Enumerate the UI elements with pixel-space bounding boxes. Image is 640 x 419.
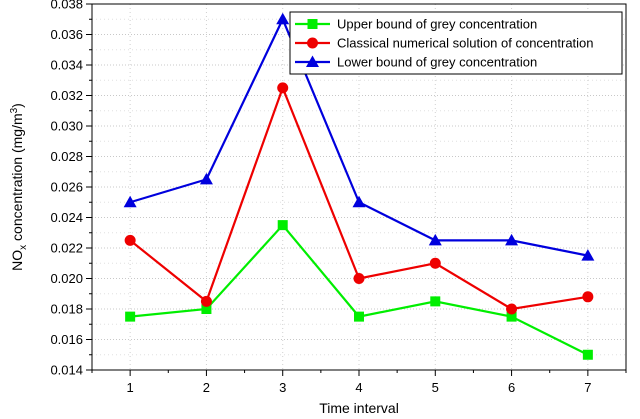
data-point [505,233,519,246]
legend-marker [306,55,319,67]
series-triangle [123,12,595,261]
series-square [125,220,593,360]
data-point [506,303,518,315]
data-point [430,296,441,307]
y-axis-title-main: NO [9,250,25,271]
data-point [276,12,290,25]
data-point [277,82,289,94]
legend-label: Lower bound of grey concentration [337,55,537,70]
x-tick-label: 3 [279,380,286,395]
data-point [582,349,593,360]
y-axis-title-end: ) [9,103,25,108]
data-point [125,311,136,322]
series-layer [123,12,595,360]
y-tick-label: 0.036 [50,27,83,42]
y-axis-title-sub: x [18,245,29,250]
data-point [354,311,364,322]
legend-box [289,11,623,75]
y-tick-label: 0.024 [50,210,83,225]
data-point [581,249,595,261]
data-point [353,273,365,284]
y-tick-label: 0.030 [50,119,83,134]
data-point [352,195,366,208]
x-tick-label: 6 [508,380,515,395]
legend-marker [307,19,318,29]
y-tick-label: 0.034 [50,58,83,73]
data-point [277,220,288,231]
data-point [199,172,213,185]
y-tick-label: 0.018 [50,302,83,317]
y-tick-label: 0.028 [50,149,83,164]
x-tick-label: 7 [584,380,591,395]
axis-ticks: 0.014 0.016 0.018 0.020 0.022 0.024 0.026 0.028… [50,0,627,395]
x-tick-label: 4 [355,380,362,395]
data-point [582,291,594,303]
legend: Upper bound of grey concentration Classic… [289,11,623,75]
data-point [429,257,441,269]
y-tick-label: 0.022 [50,241,83,256]
y-tick-label: 0.020 [50,271,83,286]
x-tick-label: 2 [203,380,210,395]
y-tick-label: 0.032 [50,88,83,103]
x-tick-label: 5 [432,380,439,395]
data-point [506,311,517,322]
data-point [201,304,212,314]
y-tick-label: 0.014 [50,363,83,378]
legend-label: Classical numerical solution of concentr… [337,36,594,51]
y-axis-title-rest: concentration (mg/m [9,113,25,245]
data-point [428,233,442,246]
data-point [124,234,136,246]
y-tick-label: 0.038 [50,0,83,12]
y-tick-label: 0.016 [50,332,83,347]
y-axis-title: NOx concentration (mg/m3) [9,103,29,271]
x-axis-title: Time interval [319,400,399,416]
data-point [200,295,212,307]
series-circle [124,82,594,315]
x-tick-label: 1 [127,380,134,395]
y-axis-title-sup: 3 [9,107,20,113]
legend-marker [307,37,318,49]
y-tick-label: 0.026 [50,180,83,195]
data-point [123,195,137,208]
legend-label: Upper bound of grey concentration [337,17,537,32]
